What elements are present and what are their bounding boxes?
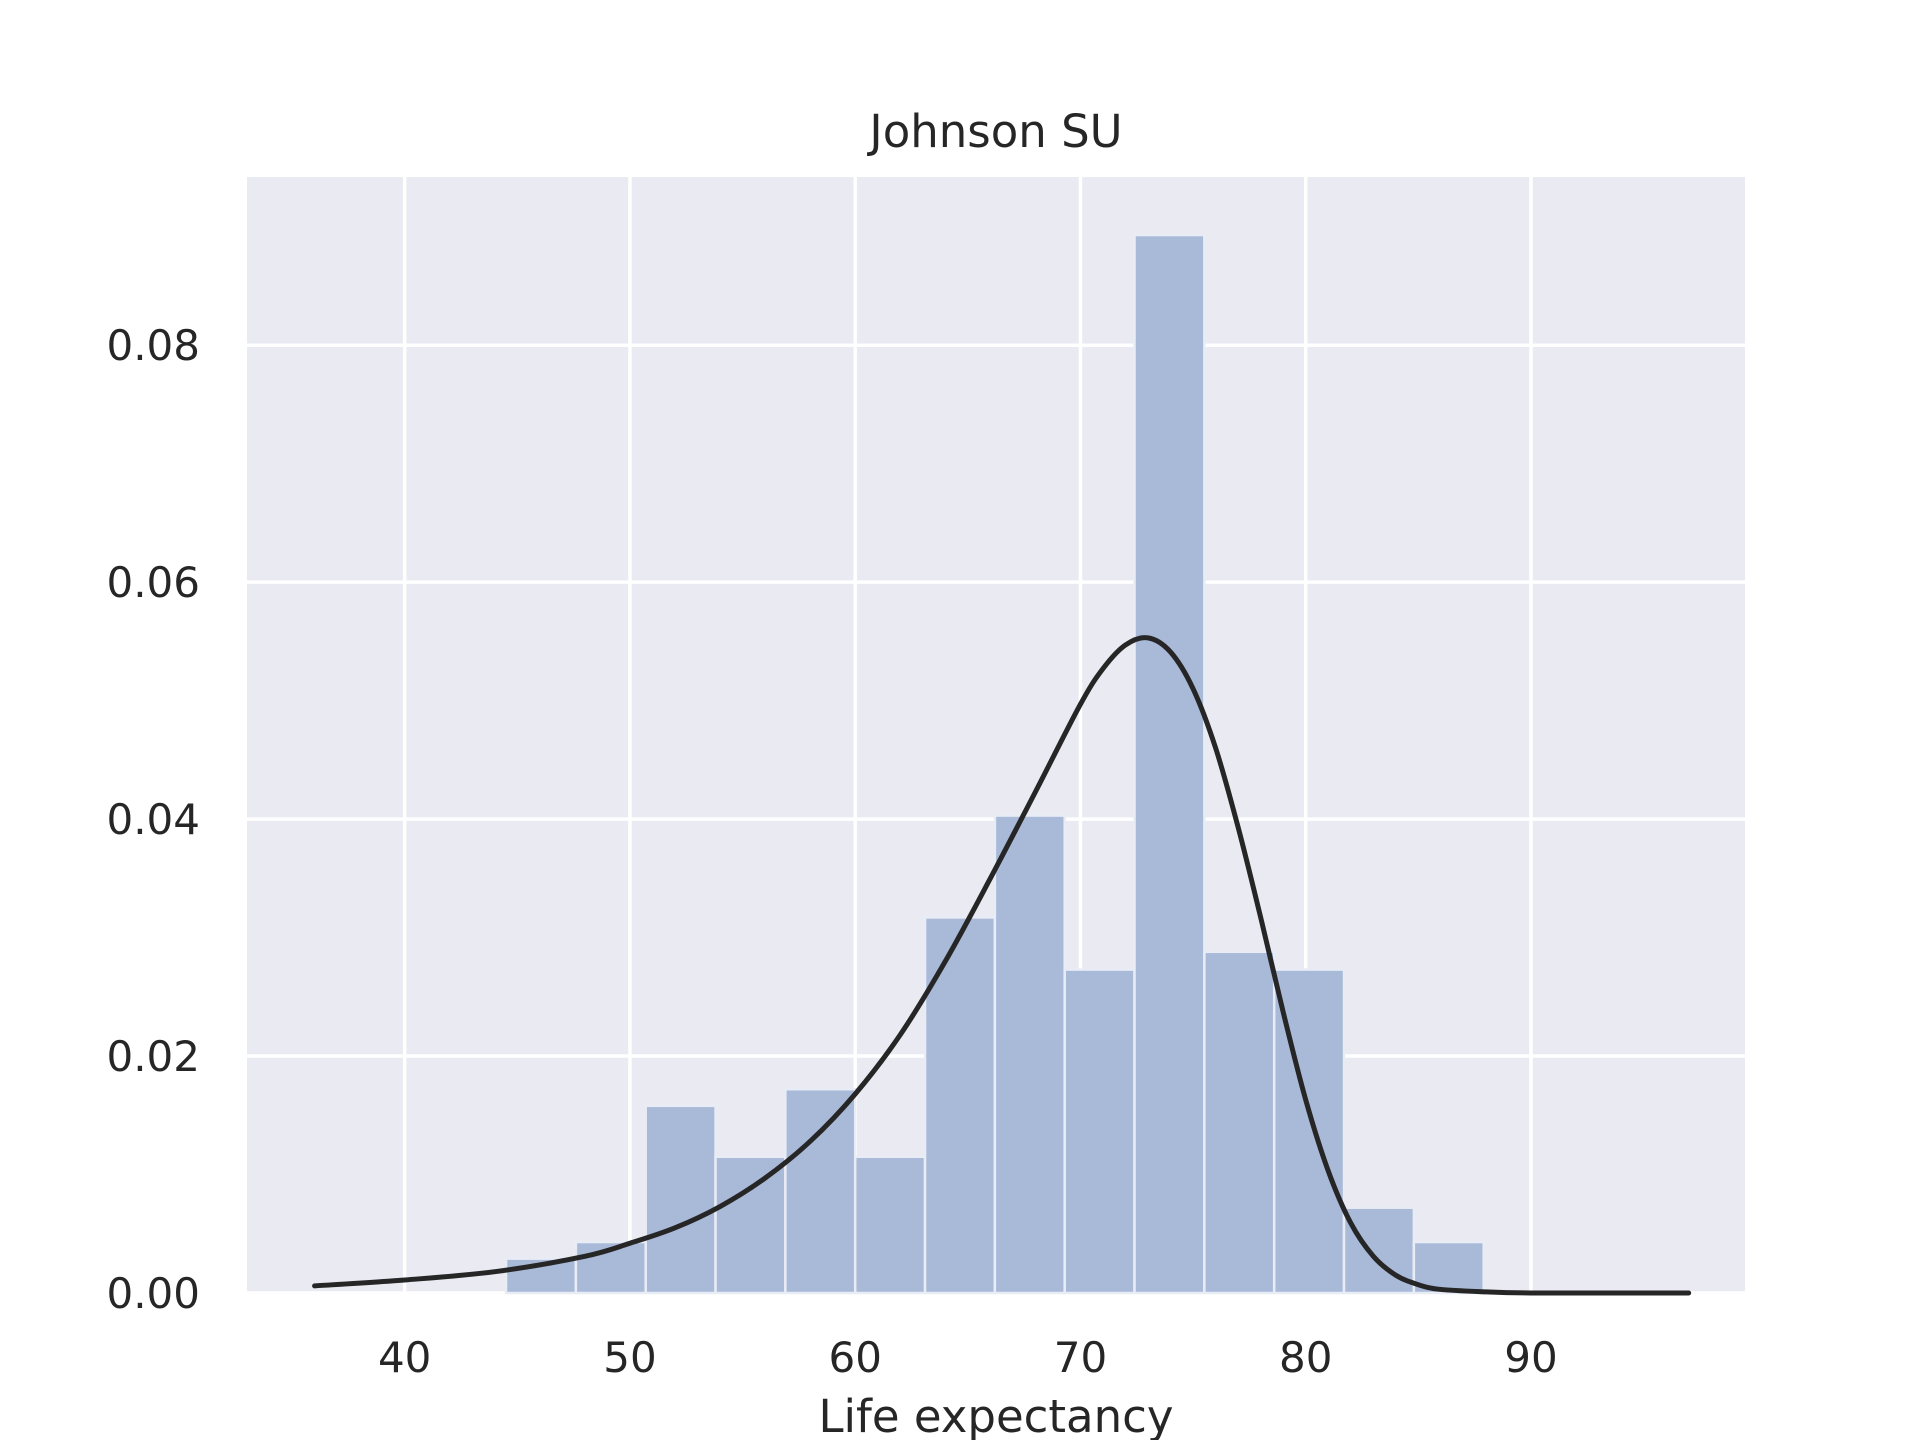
density-curve-group (312, 635, 1692, 1296)
y-tick-label: 0.04 (106, 795, 200, 844)
x-tick-label: 90 (1504, 1333, 1557, 1382)
histogram-bar (784, 1087, 857, 1295)
x-tick-label: 60 (828, 1333, 881, 1382)
y-tick-label: 0.06 (106, 558, 200, 607)
histogram-bar (1063, 968, 1136, 1295)
chart-title: Johnson SU (866, 105, 1122, 158)
histogram-bar (993, 814, 1066, 1295)
histogram-bar (853, 1155, 927, 1295)
x-axis-label: Life expectancy (818, 1390, 1173, 1440)
histogram-bar (714, 1155, 787, 1295)
grid-lines (247, 177, 1745, 1295)
density-curve (312, 635, 1692, 1296)
tick-labels: 40 50 60 70 80 90 0.00 0.02 0.04 0.06 0.08 (106, 321, 1557, 1382)
y-tick-label: 0.00 (106, 1269, 200, 1318)
histogram-bar (1133, 233, 1206, 1295)
y-tick-label: 0.02 (106, 1032, 200, 1081)
histogram-bar (1203, 950, 1276, 1295)
histogram-bar (644, 1104, 717, 1295)
x-tick-label: 40 (378, 1333, 431, 1382)
x-tick-label: 50 (603, 1333, 656, 1382)
x-tick-label: 70 (1054, 1333, 1107, 1382)
y-tick-label: 0.08 (106, 321, 200, 370)
x-tick-label: 80 (1279, 1333, 1332, 1382)
histogram-bars (504, 233, 1485, 1295)
